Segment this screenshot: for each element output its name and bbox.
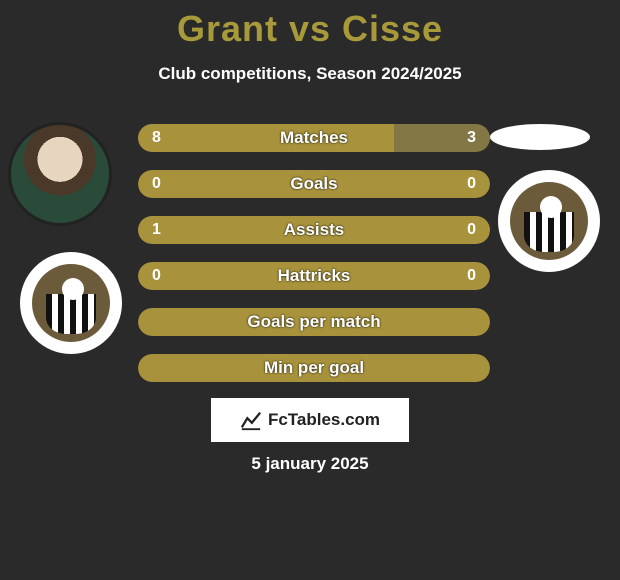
club-badge-left xyxy=(20,252,122,354)
stat-row: 00Goals xyxy=(138,170,490,198)
stats-bars: 83Matches 00Goals 10Assists 00Hattricks Goal… xyxy=(138,124,490,400)
stat-label: Assists xyxy=(138,216,490,244)
club-badge-right xyxy=(498,170,600,272)
player-right-avatar xyxy=(490,124,590,150)
crest-icon xyxy=(32,264,110,342)
stat-label: Hattricks xyxy=(138,262,490,290)
chart-icon xyxy=(240,409,262,431)
stat-label: Min per goal xyxy=(138,354,490,382)
stat-row: 10Assists xyxy=(138,216,490,244)
stat-label: Goals xyxy=(138,170,490,198)
stat-row: 83Matches xyxy=(138,124,490,152)
player-left-avatar xyxy=(8,122,112,226)
page-title: Grant vs Cisse xyxy=(0,0,620,50)
watermark: FcTables.com xyxy=(211,398,409,442)
date-text: 5 january 2025 xyxy=(0,454,620,474)
stat-label: Matches xyxy=(138,124,490,152)
stat-row: 00Hattricks xyxy=(138,262,490,290)
crest-icon xyxy=(510,182,588,260)
stat-row: Goals per match xyxy=(138,308,490,336)
stat-label: Goals per match xyxy=(138,308,490,336)
watermark-text: FcTables.com xyxy=(268,410,380,430)
stat-row: Min per goal xyxy=(138,354,490,382)
subtitle: Club competitions, Season 2024/2025 xyxy=(0,64,620,84)
